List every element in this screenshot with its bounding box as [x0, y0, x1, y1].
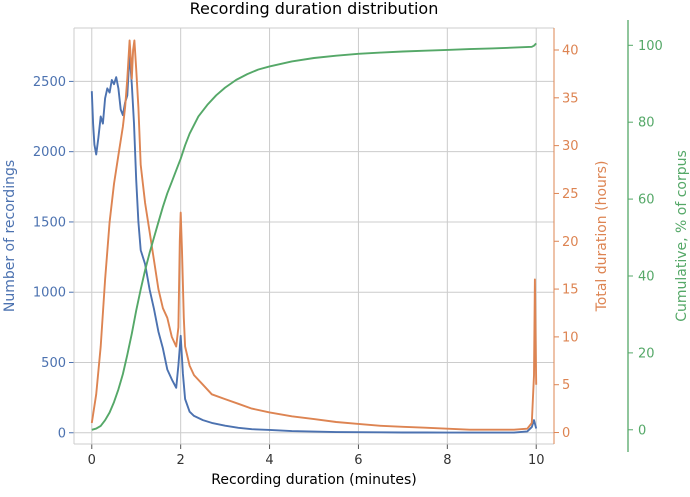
right2-tick-label: 100: [638, 39, 663, 54]
left-tick-label: 1500: [33, 215, 66, 230]
right1-axis-title: Total duration (hours): [594, 161, 610, 313]
right1-tick-label: 25: [562, 187, 579, 202]
right2-tick-label: 20: [638, 346, 655, 361]
x-axis-title: Recording duration (minutes): [211, 472, 416, 488]
left-tick-label: 2000: [33, 145, 66, 160]
series-line-right1: [90, 39, 538, 431]
chart-title: Recording duration distribution: [190, 0, 439, 18]
x-tick-label: 2: [177, 453, 185, 468]
left-tick-label: 1000: [33, 286, 66, 301]
x-tick-label: 4: [265, 453, 273, 468]
right1-tick-label: 20: [562, 235, 579, 250]
left-tick-label: 0: [58, 426, 66, 441]
right2-axis-title: Cumulative, % of corpus: [674, 150, 690, 322]
left-tick-label: 500: [41, 356, 66, 371]
right1-tick-label: 35: [562, 91, 579, 106]
x-tick-label: 10: [528, 453, 545, 468]
right2-tick-label: 40: [638, 269, 655, 284]
right2-tick-label: 60: [638, 193, 655, 208]
right1-tick-label: 10: [562, 330, 579, 345]
right2-tick-label: 80: [638, 116, 655, 131]
series-line-right2: [91, 42, 537, 431]
right1-tick-label: 5: [562, 378, 570, 393]
left-axis-title: Number of recordings: [2, 160, 18, 312]
left-tick-label: 2500: [33, 75, 66, 90]
right1-tick-label: 30: [562, 139, 579, 154]
right1-tick-label: 40: [562, 43, 579, 58]
axes: 0 2 4 6 8 10050010001500200025000510152025303…: [33, 20, 663, 468]
x-tick-label: 0: [88, 453, 96, 468]
x-tick-label: 6: [354, 453, 362, 468]
right1-tick-label: 15: [562, 283, 579, 298]
series-layer: [90, 39, 538, 434]
right2-tick-label: 0: [638, 423, 646, 438]
right1-tick-label: 0: [562, 426, 570, 441]
x-tick-label: 8: [443, 453, 451, 468]
series-line-left: [90, 52, 538, 434]
